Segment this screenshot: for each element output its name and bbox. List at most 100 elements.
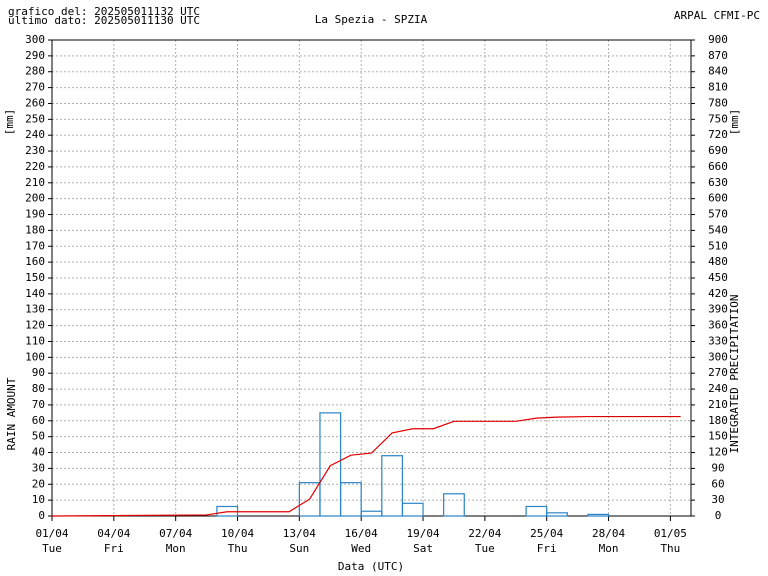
y2-tick-label: 600 [708, 192, 728, 205]
chart-title: La Spezia - SPZIA [315, 13, 428, 26]
y2-tick-label: 360 [708, 319, 728, 332]
y-tick-label: 110 [25, 334, 45, 347]
header-source: ARPAL CFMI-PC [674, 9, 760, 22]
x-tick-label: 10/04 [221, 527, 254, 540]
y2-tick-label: 810 [708, 81, 728, 94]
y-tick-label: 150 [25, 271, 45, 284]
y2-tick-label: 60 [711, 477, 724, 490]
y-tick-label: 250 [25, 112, 45, 125]
integrated-line [51, 415, 681, 517]
y-tick-label: 280 [25, 65, 45, 78]
header-info: ultimo dato: 202505011130 UTC [8, 14, 200, 27]
y2-tick-label: 480 [708, 255, 728, 268]
y2-tick-label: 900 [708, 33, 728, 46]
y-tick-label: 210 [25, 176, 45, 189]
y-tick-label: 20 [32, 477, 45, 490]
y2-tick-label: 690 [708, 144, 728, 157]
x-tick-weekday: Tue [475, 542, 495, 555]
rain-bar [360, 510, 383, 517]
y2-tick-label: 330 [708, 334, 728, 347]
y2-tick-label: 570 [708, 208, 728, 221]
y-tick-label: 100 [25, 350, 45, 363]
y-tick-label: 180 [25, 223, 45, 236]
rain-bar [546, 512, 568, 517]
y2-tick-label: 540 [708, 223, 728, 236]
y-tick-label: 200 [25, 192, 45, 205]
x-tick-weekday: Thu [228, 542, 248, 555]
x-tick-label: 28/04 [592, 527, 625, 540]
rain-bar [443, 493, 465, 517]
y-tick-label: 230 [25, 144, 45, 157]
x-tick-label: 25/04 [530, 527, 563, 540]
y-tick-label: 10 [32, 493, 45, 506]
y2-tick-label: 660 [708, 160, 728, 173]
y-tick-label: 70 [32, 398, 45, 411]
y2-tick-label: 420 [708, 287, 728, 300]
y2-axis-label: INTEGRATED PRECIPITATION [728, 295, 741, 454]
x-tick-label: 19/04 [406, 527, 439, 540]
y2-tick-label: 120 [708, 446, 728, 459]
y2-tick-label: 720 [708, 128, 728, 141]
x-tick-weekday: Sat [413, 542, 433, 555]
y-tick-label: 130 [25, 303, 45, 316]
y-tick-label: 190 [25, 208, 45, 221]
rain-bar [339, 482, 362, 517]
rain-bar [319, 412, 342, 517]
x-tick-weekday: Wed [351, 542, 371, 555]
x-tick-weekday: Fri [104, 542, 124, 555]
y2-tick-label: 180 [708, 414, 728, 427]
y-unit: [mm] [3, 109, 16, 136]
y2-tick-label: 450 [708, 271, 728, 284]
y-tick-label: 270 [25, 81, 45, 94]
y2-tick-label: 210 [708, 398, 728, 411]
y2-tick-label: 240 [708, 382, 728, 395]
x-tick-label: 16/04 [345, 527, 378, 540]
y-tick-label: 160 [25, 255, 45, 268]
rain-bar [401, 502, 424, 517]
x-tick-label: 22/04 [468, 527, 501, 540]
y-tick-label: 140 [25, 287, 45, 300]
x-tick-label: 04/04 [97, 527, 130, 540]
rain-bar [525, 505, 548, 517]
x-axis-label: Data (UTC) [338, 560, 404, 573]
y2-tick-label: 390 [708, 303, 728, 316]
y2-tick-label: 300 [708, 350, 728, 363]
y-axis-label: RAIN AMOUNT [5, 377, 18, 450]
x-tick-label: 01/04 [35, 527, 68, 540]
x-tick-label: 01/05 [654, 527, 687, 540]
y-tick-label: 220 [25, 160, 45, 173]
rain-bar [381, 455, 404, 517]
y2-tick-label: 750 [708, 112, 728, 125]
x-tick-weekday: Sun [289, 542, 309, 555]
x-tick-label: 07/04 [159, 527, 192, 540]
y-tick-label: 90 [32, 366, 45, 379]
y2-tick-label: 840 [708, 65, 728, 78]
x-tick-weekday: Tue [42, 542, 62, 555]
x-tick-weekday: Mon [599, 542, 619, 555]
y2-tick-label: 270 [708, 366, 728, 379]
y2-tick-label: 90 [711, 461, 724, 474]
y-tick-label: 170 [25, 239, 45, 252]
y-tick-label: 120 [25, 319, 45, 332]
x-tick-weekday: Fri [537, 542, 557, 555]
y2-unit: [mm] [728, 109, 741, 136]
y-tick-label: 60 [32, 414, 45, 427]
plot-frame [51, 39, 692, 517]
y2-tick-label: 630 [708, 176, 728, 189]
y2-tick-label: 870 [708, 49, 728, 62]
y-tick-label: 0 [38, 509, 45, 522]
y-tick-label: 50 [32, 430, 45, 443]
y-tick-label: 240 [25, 128, 45, 141]
y2-tick-label: 510 [708, 239, 728, 252]
y2-tick-label: 780 [708, 96, 728, 109]
y2-tick-label: 30 [711, 493, 724, 506]
y-tick-label: 30 [32, 461, 45, 474]
y2-tick-label: 150 [708, 430, 728, 443]
x-tick-weekday: Thu [660, 542, 680, 555]
header-info: grafico del: 202505011132 UTC [8, 5, 200, 18]
x-tick-weekday: Mon [166, 542, 186, 555]
y-tick-label: 260 [25, 96, 45, 109]
y2-tick-label: 0 [715, 509, 722, 522]
